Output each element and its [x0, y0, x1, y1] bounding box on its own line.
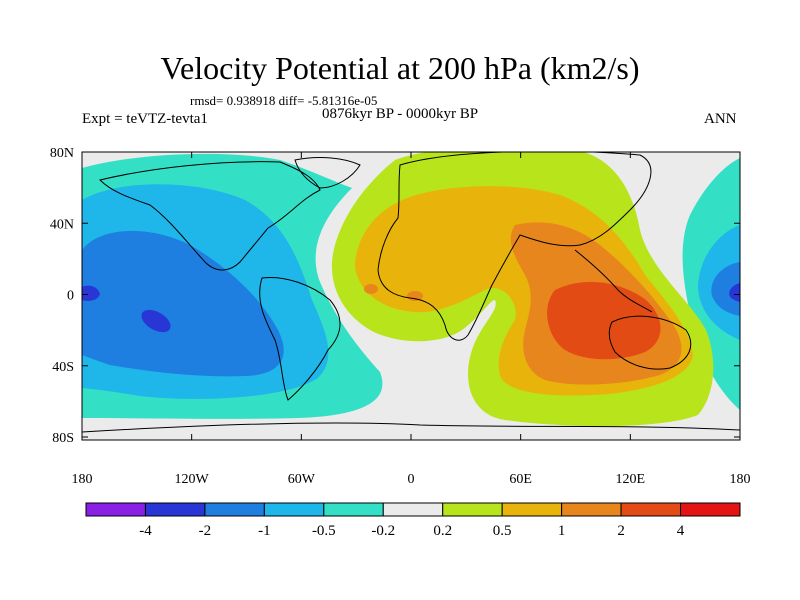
colorbar-label: -2: [199, 523, 212, 539]
colorbar-label: 0.2: [433, 523, 452, 539]
map-title: Velocity Potential at 200 hPa (km2/s): [160, 50, 640, 86]
colorbar-swatch: [680, 502, 741, 517]
stats-label: rmsd= 0.938918 diff= -5.81316e-05: [190, 93, 378, 108]
contour-neg-1: [82, 230, 284, 377]
colorbar-swatch: [144, 502, 206, 517]
lon-tick-label: 120W: [175, 472, 210, 487]
colorbar: -4 -2 -1 -0.5 -0.2 0.2 0.5 1 2 4: [85, 502, 741, 539]
coastlines: [82, 152, 740, 433]
colorbar-label: 0.5: [493, 523, 512, 539]
experiment-label: Expt = teVTZ-tevta1: [82, 111, 208, 127]
lon-tick-label: 120E: [616, 472, 646, 487]
lat-tick-label: 40S: [52, 360, 74, 375]
coast-australia: [608, 315, 692, 370]
colorbar-swatch: [620, 502, 682, 517]
contour-pos-1-spot-a: [364, 284, 378, 294]
coast-greenland: [294, 157, 361, 189]
colorbar-swatch: [263, 502, 325, 517]
contour-neg-2: [82, 285, 100, 301]
contour-neg-east-2: [729, 283, 740, 302]
lon-tick-label: 60W: [288, 472, 316, 487]
velocity-potential-field: [82, 152, 740, 440]
colorbar-label: -0.2: [371, 523, 395, 539]
colorbar-label: 1: [558, 523, 566, 539]
colorbar-swatch: [561, 502, 622, 517]
coast-north-america: [99, 161, 321, 271]
lon-tick-label: 60E: [509, 472, 532, 487]
contour-pos-1-spot-b: [407, 291, 423, 301]
period-label: 0876kyr BP - 0000kyr BP: [322, 106, 479, 122]
lat-tick-label: 80N: [50, 146, 74, 161]
colorbar-swatch: [442, 502, 503, 517]
colorbar-label: -0.5: [312, 523, 336, 539]
colorbar-label: 2: [617, 523, 625, 539]
season-label: ANN: [704, 111, 737, 127]
colorbar-swatch: [204, 502, 265, 517]
lat-tick-label: 0: [67, 289, 74, 304]
colorbar-label: -4: [139, 523, 152, 539]
lon-tick-label: 180: [72, 472, 93, 487]
coast-eurasia-africa: [377, 152, 652, 341]
lon-tick-label: 180: [730, 472, 751, 487]
coast-southeast-asia: [574, 249, 653, 313]
colorbar-label: 4: [677, 523, 685, 539]
colorbar-swatch: [382, 502, 444, 517]
lat-tick-label: 80S: [52, 431, 74, 446]
coast-antarctica: [82, 422, 740, 433]
colorbar-swatch: [85, 502, 146, 517]
lat-tick-label: 40N: [50, 217, 74, 232]
contour-neg-2-spot: [141, 309, 171, 333]
contour-neg-east-1: [711, 262, 740, 316]
axis-ticks: 180 120W 60W 0 60E 120E 180 80N 40N 0 40S 80S: [50, 146, 751, 487]
lon-tick-label: 0: [408, 472, 415, 487]
coast-south-america: [259, 276, 341, 401]
colorbar-swatch: [323, 502, 384, 517]
colorbar-swatch: [501, 502, 563, 517]
colorbar-label: -1: [258, 523, 271, 539]
